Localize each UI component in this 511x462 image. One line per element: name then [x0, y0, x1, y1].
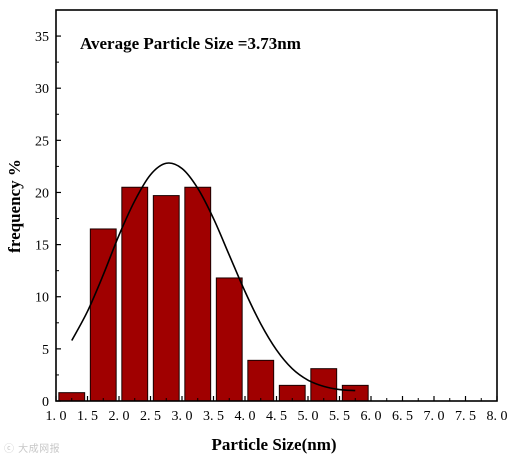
- x-tick-label: 5. 5: [329, 409, 350, 424]
- watermark: ⓒ 大成网报: [4, 444, 61, 455]
- x-tick-label: 3. 5: [203, 409, 224, 424]
- x-tick-label: 6. 0: [361, 409, 382, 424]
- x-tick-label: 2. 5: [140, 409, 161, 424]
- x-tick-label: 6. 5: [392, 409, 413, 424]
- y-tick-label: 35: [35, 30, 49, 45]
- bar-4: [152, 195, 180, 402]
- x-tick-label: 4. 0: [235, 409, 256, 424]
- bar-5: [184, 186, 212, 402]
- x-tick-label: 2. 0: [109, 409, 130, 424]
- bar-9: [310, 368, 338, 402]
- x-tick-label: 7. 0: [424, 409, 445, 424]
- bar-6: [215, 277, 243, 402]
- x-tick-label: 5. 0: [298, 409, 319, 424]
- x-tick-label: 8. 0: [487, 409, 508, 424]
- y-tick-label: 20: [35, 186, 49, 201]
- y-tick-label: 30: [35, 82, 49, 97]
- fit-curve-layer: [71, 162, 356, 392]
- x-tick-label: 1. 0: [46, 409, 67, 424]
- y-tick-label: 5: [42, 343, 49, 358]
- x-tick-label: 7. 5: [455, 409, 476, 424]
- y-tick-label: 25: [35, 134, 49, 149]
- x-tick-label: 1. 5: [77, 409, 98, 424]
- bar-7: [247, 359, 275, 402]
- y-tick-label: 0: [42, 395, 49, 410]
- x-axis-label: Particle Size(nm): [211, 435, 336, 454]
- gaussian-fit-curve: [71, 162, 356, 392]
- y-axis-label: frequency %: [5, 159, 24, 253]
- y-axis-ticks: 0 5 10 15 20 25 30 35: [35, 30, 61, 410]
- x-tick-label: 3. 0: [172, 409, 193, 424]
- y-tick-label: 10: [35, 291, 49, 306]
- bar-2: [89, 228, 117, 402]
- average-size-annotation: Average Particle Size =3.73nm: [80, 34, 301, 53]
- bars-layer: [58, 186, 369, 402]
- x-axis-ticks: 1. 0 1. 5 2. 0 2. 5 3. 0 3. 5 4. 0 4. 5 5. 0 5. 5…: [46, 396, 508, 424]
- y-tick-label: 15: [35, 239, 49, 254]
- x-tick-label: 4. 5: [266, 409, 287, 424]
